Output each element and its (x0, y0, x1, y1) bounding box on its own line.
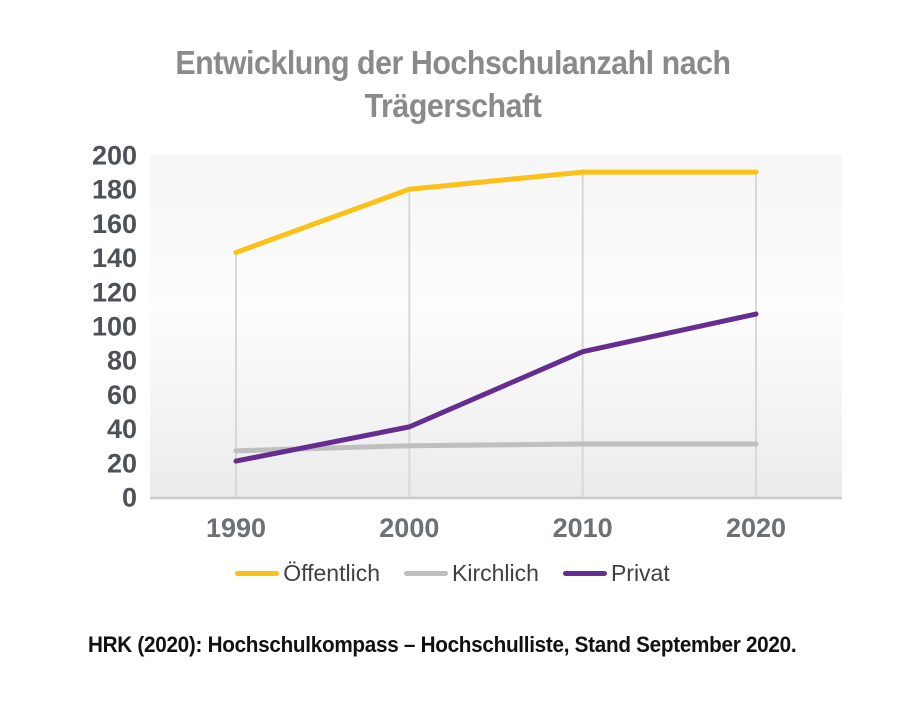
y-tick-label-120: 120 (92, 277, 137, 307)
y-tick-label-0: 0 (122, 482, 137, 512)
legend-item--ffentlich: Öffentlich (235, 560, 380, 587)
chart-title: Entwicklung der Hochschulanzahl nach Trä… (174, 44, 731, 124)
y-tick-label-20: 20 (107, 448, 137, 478)
legend-swatch-privat (562, 571, 607, 576)
series-line-privat (233, 311, 759, 464)
chart-legend: Öffentlich Kirchlich Privat (0, 560, 905, 587)
legend-item-privat: Privat (562, 560, 670, 587)
legend-label: Privat (610, 560, 670, 586)
y-tick-label-60: 60 (107, 380, 137, 410)
x-tick-label-2020: 2020 (726, 513, 786, 543)
legend-label: Kirchlich (452, 560, 539, 586)
y-tick-label-160: 160 (92, 209, 137, 239)
x-tick-label-1990: 1990 (206, 513, 266, 543)
y-tick-label-80: 80 (107, 346, 137, 376)
legend-swatch--ffentlich (235, 571, 280, 576)
x-tick-label-2010: 2010 (553, 513, 613, 543)
plot-area (150, 155, 842, 497)
series-line--ffentlich (233, 169, 759, 255)
legend-swatch-kirchlich (404, 571, 449, 576)
y-tick-label-180: 180 (92, 175, 137, 205)
y-tick-label-100: 100 (92, 311, 137, 341)
legend-item-kirchlich: Kirchlich (404, 560, 539, 587)
y-tick-label-140: 140 (92, 243, 137, 273)
x-tick-label-2000: 2000 (379, 513, 439, 543)
y-tick-label-40: 40 (107, 414, 137, 444)
legend-label: Öffentlich (283, 560, 381, 586)
series-line-kirchlich (233, 441, 759, 454)
source-citation: HRK (2020): Hochschulkompass – Hochschul… (88, 632, 797, 657)
y-tick-label-200: 200 (92, 140, 137, 170)
